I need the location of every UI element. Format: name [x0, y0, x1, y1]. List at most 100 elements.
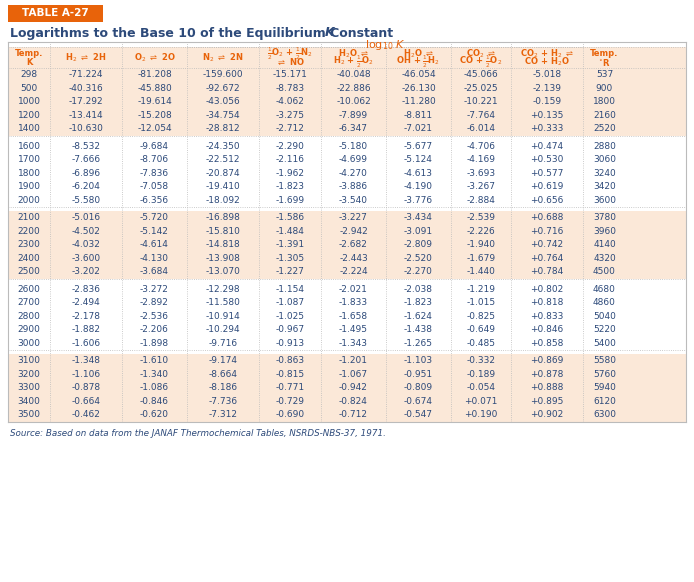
Text: -4.613: -4.613 [404, 169, 433, 178]
Text: -0.690: -0.690 [276, 410, 305, 419]
Text: -10.630: -10.630 [69, 124, 103, 133]
Text: 3600: 3600 [593, 196, 616, 205]
Text: -1.495: -1.495 [339, 325, 368, 334]
Text: -2.116: -2.116 [276, 155, 305, 164]
Text: CO$_2$ $\rightleftharpoons$: CO$_2$ $\rightleftharpoons$ [466, 48, 496, 60]
Text: -10.914: -10.914 [205, 312, 240, 321]
Text: -7.666: -7.666 [71, 155, 101, 164]
Text: 5940: 5940 [593, 384, 616, 392]
Text: -1.438: -1.438 [404, 325, 433, 334]
Text: -9.716: -9.716 [208, 339, 237, 348]
FancyBboxPatch shape [8, 211, 686, 279]
Text: -3.227: -3.227 [339, 213, 368, 222]
Text: 2900: 2900 [17, 325, 40, 334]
Text: CO + H$_2$O: CO + H$_2$O [524, 56, 570, 68]
Text: -2.836: -2.836 [71, 285, 101, 294]
Text: -1.340: -1.340 [140, 370, 169, 379]
Text: 3400: 3400 [17, 397, 40, 406]
Text: +0.474: +0.474 [530, 142, 564, 151]
Text: -3.202: -3.202 [71, 267, 101, 276]
Text: -0.913: -0.913 [276, 339, 305, 348]
Text: -2.226: -2.226 [466, 227, 496, 236]
Text: -5.720: -5.720 [140, 213, 169, 222]
Text: K: K [26, 58, 32, 66]
Text: -1.343: -1.343 [339, 339, 368, 348]
Text: 1600: 1600 [17, 142, 40, 151]
Text: 5040: 5040 [593, 312, 616, 321]
Text: -4.169: -4.169 [466, 155, 496, 164]
FancyBboxPatch shape [8, 47, 686, 68]
Text: -71.224: -71.224 [69, 70, 103, 79]
Text: Logarithms to the Base 10 of the Equilibrium Constant: Logarithms to the Base 10 of the Equilib… [10, 27, 398, 40]
Text: -17.292: -17.292 [69, 97, 103, 107]
Text: 2600: 2600 [17, 285, 40, 294]
Text: -20.874: -20.874 [205, 169, 240, 178]
Text: 5220: 5220 [593, 325, 616, 334]
Text: -92.672: -92.672 [205, 84, 240, 93]
Text: 500: 500 [20, 84, 37, 93]
Text: 2100: 2100 [17, 213, 40, 222]
Text: O$_2$ $\rightleftharpoons$ 2O: O$_2$ $\rightleftharpoons$ 2O [134, 51, 176, 64]
Text: -5.018: -5.018 [532, 70, 561, 79]
Text: -3.272: -3.272 [140, 285, 169, 294]
Text: 1800: 1800 [593, 97, 616, 107]
Text: -2.682: -2.682 [339, 240, 368, 249]
Text: -5.677: -5.677 [404, 142, 433, 151]
Text: Source: Based on data from the JANAF Thermochemical Tables, NSRDS-NBS-37, 1971.: Source: Based on data from the JANAF The… [10, 430, 386, 438]
Text: 6120: 6120 [593, 397, 616, 406]
Text: -0.189: -0.189 [466, 370, 496, 379]
Text: -0.664: -0.664 [71, 397, 101, 406]
Text: -1.610: -1.610 [140, 356, 169, 365]
Text: -2.021: -2.021 [339, 285, 368, 294]
Text: -2.038: -2.038 [404, 285, 433, 294]
Text: 3500: 3500 [17, 410, 40, 419]
Text: 4140: 4140 [593, 240, 616, 249]
Text: +0.071: +0.071 [464, 397, 498, 406]
Text: -0.846: -0.846 [140, 397, 169, 406]
Text: -16.898: -16.898 [205, 213, 240, 222]
Text: +0.895: +0.895 [530, 397, 564, 406]
Text: -4.032: -4.032 [71, 240, 101, 249]
Text: +0.902: +0.902 [530, 410, 564, 419]
Text: -45.880: -45.880 [137, 84, 172, 93]
Text: -6.356: -6.356 [140, 196, 169, 205]
FancyBboxPatch shape [8, 354, 686, 421]
Text: -0.815: -0.815 [276, 370, 305, 379]
Text: -3.540: -3.540 [339, 196, 368, 205]
Text: -0.547: -0.547 [404, 410, 433, 419]
Text: -5.124: -5.124 [404, 155, 433, 164]
Text: -19.410: -19.410 [205, 182, 240, 191]
Text: -9.684: -9.684 [140, 142, 169, 151]
Text: 3200: 3200 [17, 370, 40, 379]
Text: -6.347: -6.347 [339, 124, 368, 133]
Text: -6.204: -6.204 [71, 182, 101, 191]
Text: -0.967: -0.967 [276, 325, 305, 334]
Text: -7.312: -7.312 [208, 410, 237, 419]
Text: -2.224: -2.224 [339, 267, 368, 276]
Text: 5580: 5580 [593, 356, 616, 365]
Text: -3.776: -3.776 [404, 196, 433, 205]
Text: -1.440: -1.440 [466, 267, 496, 276]
Text: -1.823: -1.823 [404, 298, 433, 307]
Text: -3.434: -3.434 [404, 213, 433, 222]
Text: -1.154: -1.154 [276, 285, 305, 294]
Text: +0.530: +0.530 [530, 155, 564, 164]
Text: CO$_2$ + H$_2$ $\rightleftharpoons$: CO$_2$ + H$_2$ $\rightleftharpoons$ [520, 48, 574, 60]
Text: -1.067: -1.067 [339, 370, 368, 379]
Text: -1.606: -1.606 [71, 339, 101, 348]
Text: 3060: 3060 [593, 155, 616, 164]
Text: -1.391: -1.391 [276, 240, 305, 249]
Text: -15.171: -15.171 [273, 70, 307, 79]
Text: +0.135: +0.135 [530, 111, 564, 120]
Text: -0.485: -0.485 [466, 339, 496, 348]
Text: -4.190: -4.190 [404, 182, 433, 191]
Text: -0.825: -0.825 [466, 312, 496, 321]
Text: -0.712: -0.712 [339, 410, 368, 419]
Text: +0.833: +0.833 [530, 312, 564, 321]
Text: -7.021: -7.021 [404, 124, 433, 133]
Text: -8.811: -8.811 [404, 111, 433, 120]
Text: +0.742: +0.742 [530, 240, 564, 249]
Text: -0.620: -0.620 [140, 410, 169, 419]
Text: -2.884: -2.884 [466, 196, 496, 205]
Text: -3.684: -3.684 [140, 267, 169, 276]
